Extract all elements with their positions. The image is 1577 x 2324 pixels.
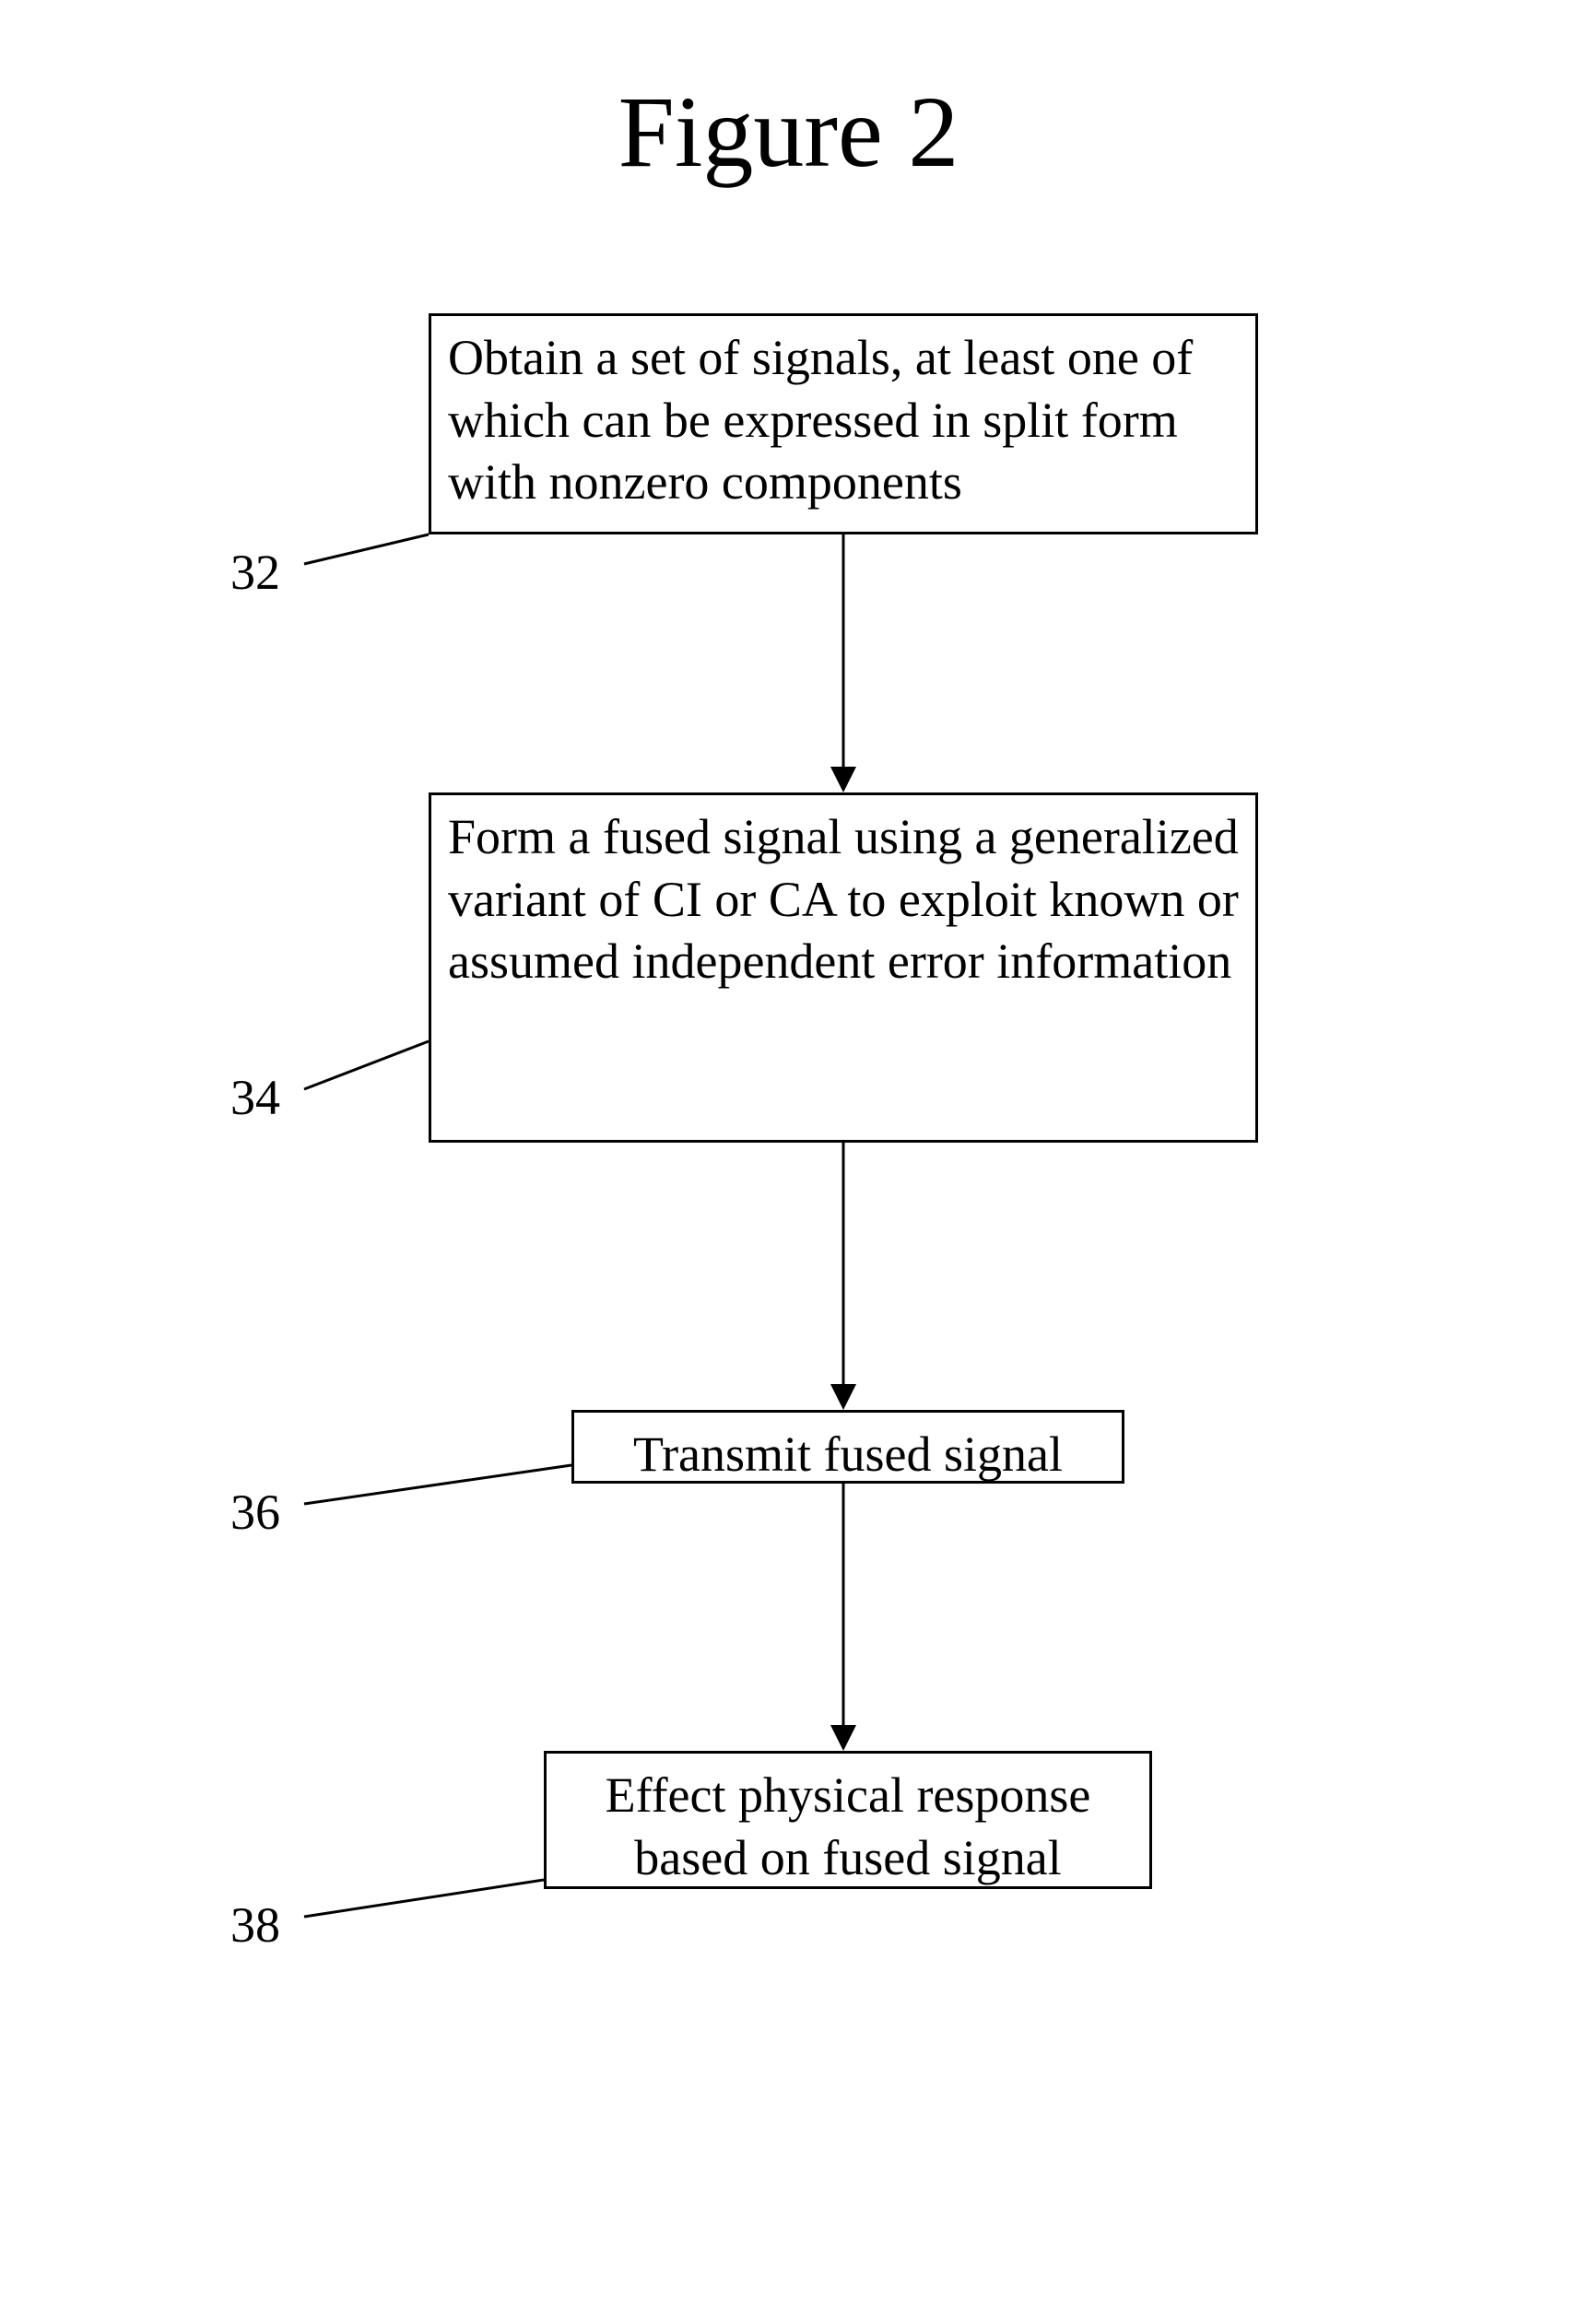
- leader-32: [304, 534, 429, 564]
- leader-38: [304, 1880, 544, 1917]
- flow-step-38-text: Effect physical response based on fused …: [606, 1767, 1091, 1885]
- figure-title: Figure 2: [0, 74, 1577, 191]
- flow-step-34-text: Form a fused signal using a generalized …: [448, 809, 1239, 989]
- flow-step-38: Effect physical response based on fused …: [544, 1751, 1152, 1889]
- ref-label-32: 32: [230, 544, 280, 601]
- flow-step-34: Form a fused signal using a generalized …: [429, 792, 1258, 1143]
- arrow-3: [830, 1484, 856, 1751]
- flow-step-32: Obtain a set of signals, at least one of…: [429, 313, 1258, 534]
- flow-step-32-text: Obtain a set of signals, at least one of…: [448, 330, 1193, 510]
- flow-step-36-text: Transmit fused signal: [633, 1426, 1063, 1482]
- leader-34: [304, 1041, 429, 1089]
- arrow-1: [830, 534, 856, 792]
- ref-label-36: 36: [230, 1484, 280, 1541]
- arrow-2: [830, 1143, 856, 1410]
- leader-36: [304, 1465, 571, 1504]
- flow-step-36: Transmit fused signal: [571, 1410, 1124, 1484]
- ref-label-34: 34: [230, 1069, 280, 1126]
- ref-label-38: 38: [230, 1896, 280, 1954]
